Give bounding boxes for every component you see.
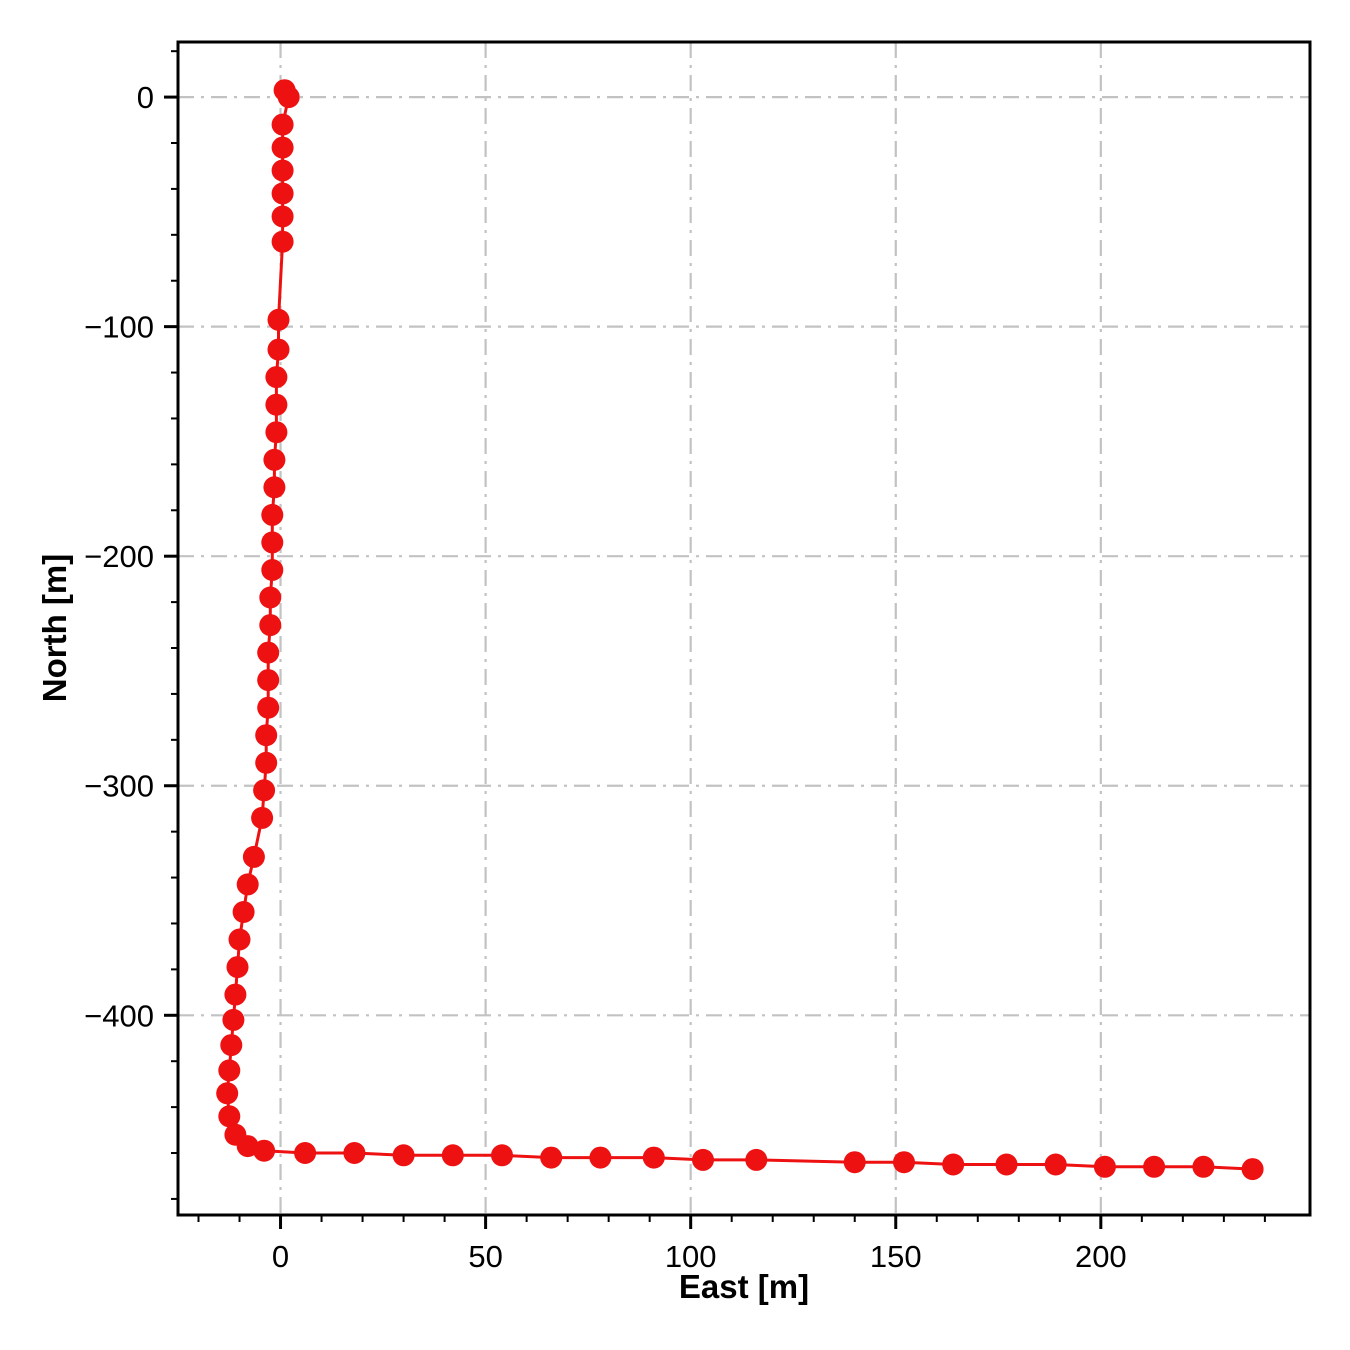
trajectory-point	[271, 159, 294, 182]
trajectory-point	[642, 1146, 665, 1169]
trajectory-line	[225, 89, 1253, 1171]
x-tick-label: 50	[468, 1239, 502, 1274]
trajectory-point	[257, 696, 280, 719]
trajectory-point	[259, 614, 282, 637]
trajectory-point	[942, 1153, 965, 1176]
x-tick-label: 200	[1075, 1239, 1127, 1274]
y-tick-label: 0	[137, 80, 154, 115]
trajectory-point	[271, 205, 294, 228]
trajectory-point	[1143, 1155, 1166, 1178]
trajectory-point	[271, 182, 294, 205]
trajectory-point	[267, 338, 290, 361]
trajectory-point	[843, 1151, 866, 1174]
trajectory-point	[259, 586, 282, 609]
trajectory-point	[265, 366, 288, 389]
trajectory-point	[263, 448, 286, 471]
y-tick-label: −200	[84, 539, 154, 574]
x-axis-label: East [m]	[678, 1268, 810, 1305]
trajectory-point	[257, 641, 280, 664]
trajectory-point	[271, 230, 294, 253]
x-tick-label: 100	[665, 1239, 717, 1274]
trajectory-point	[261, 531, 284, 554]
trajectory-point	[441, 1144, 464, 1167]
trajectory-point	[540, 1146, 563, 1169]
trajectory-point	[253, 779, 276, 802]
trajectory-point	[257, 669, 280, 692]
trajectory-point	[218, 1059, 241, 1082]
trajectory-point	[692, 1148, 714, 1171]
trajectory-point	[253, 1139, 276, 1162]
trajectory-point	[267, 308, 290, 331]
trajectory-point	[218, 1105, 241, 1128]
trajectory-point	[228, 928, 251, 951]
trajectory-point	[220, 1034, 243, 1057]
trajectory-point	[251, 806, 274, 829]
trajectory-point	[271, 136, 294, 159]
trajectory-point	[263, 476, 286, 499]
trajectory-point	[392, 1144, 415, 1167]
trajectory-point	[343, 1142, 366, 1164]
trajectory-point	[224, 983, 247, 1006]
trajectory-point	[255, 724, 278, 747]
trajectory-point	[255, 751, 278, 774]
plot-frame	[176, 40, 1312, 1217]
trajectory-point	[261, 503, 284, 526]
x-tick-label: 0	[272, 1239, 289, 1274]
trajectory-point	[222, 1008, 245, 1031]
trajectory-point	[893, 1151, 915, 1174]
trajectory-point	[491, 1144, 513, 1167]
x-tick-label: 150	[870, 1239, 922, 1274]
trajectory-point	[265, 421, 288, 444]
trajectory-point	[271, 113, 294, 136]
y-tick-label: −100	[84, 310, 154, 345]
trajectory-point	[294, 1142, 317, 1164]
trajectory-point	[236, 873, 259, 896]
y-axis-label: North [m]	[36, 553, 73, 703]
trajectory-point	[277, 86, 300, 109]
trajectory-point	[1192, 1155, 1215, 1178]
trajectory-point	[242, 845, 265, 868]
trajectory-point	[261, 559, 284, 581]
trajectory-point	[226, 956, 249, 979]
trajectory-point	[1044, 1153, 1067, 1176]
trajectory-point	[589, 1146, 612, 1169]
trajectory-point	[1241, 1158, 1264, 1181]
y-tick-label: −400	[84, 998, 154, 1033]
trajectory-point	[232, 901, 255, 923]
trajectory-point	[265, 393, 288, 416]
trajectory-point	[216, 1082, 239, 1105]
trajectory-point	[745, 1148, 768, 1171]
y-tick-label: −300	[84, 769, 154, 804]
trajectory-point	[995, 1153, 1018, 1176]
trajectory-point	[1093, 1155, 1116, 1178]
